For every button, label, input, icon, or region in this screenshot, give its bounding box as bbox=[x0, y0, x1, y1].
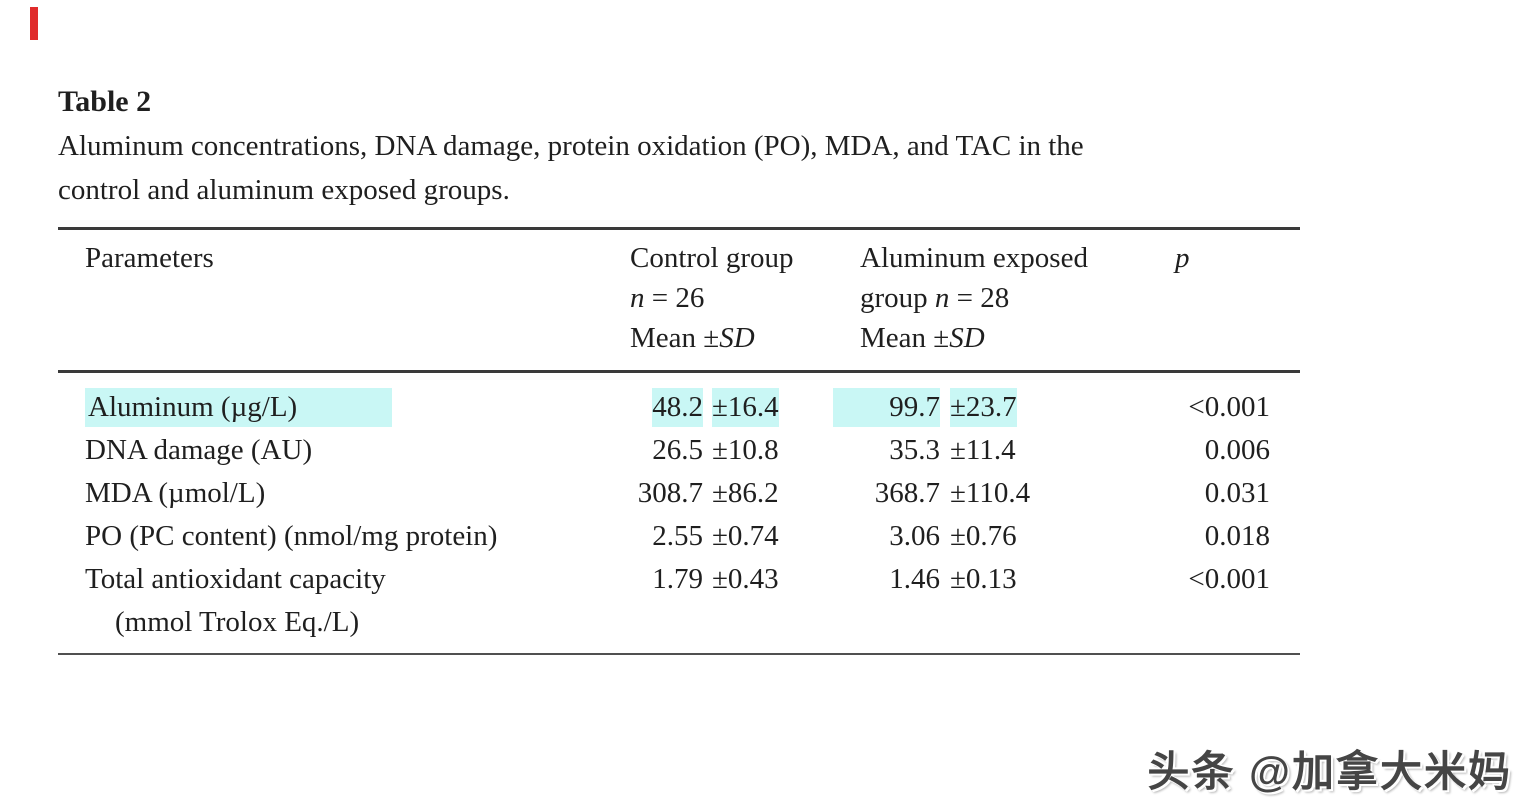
rule-top bbox=[58, 227, 1300, 230]
col-header-parameters: Parameters bbox=[85, 242, 214, 274]
table-row: Aluminum (µg/L) 48.2 ±16.4 99.7 ±23.7 <0.0… bbox=[58, 386, 1300, 429]
table-title: Table 2 bbox=[58, 85, 152, 118]
exposed-mean: 1.46 bbox=[889, 563, 940, 595]
exposed-mean: 368.7 bbox=[874, 477, 940, 509]
control-value-cell: 308.7 ±86.2 bbox=[630, 472, 860, 515]
parameter-label: Aluminum (µg/L) bbox=[85, 388, 393, 427]
p-value: 0.018 bbox=[1204, 520, 1270, 552]
col-header-p: p bbox=[1175, 242, 1190, 274]
table-row: MDA (µmol/L) 308.7 ±86.2 368.7 ±110.4 0.03… bbox=[58, 472, 1300, 515]
control-mean: 48.2 bbox=[652, 388, 703, 427]
exposed-value-cell: 35.3 ±11.4 bbox=[860, 429, 1175, 472]
exposed-sd: ±0.76 bbox=[950, 520, 1017, 552]
control-sd: ±16.4 bbox=[712, 388, 779, 427]
exposed-header-line3: Mean ±SD bbox=[860, 322, 985, 354]
control-value-cell: 2.55 ±0.74 bbox=[630, 515, 860, 558]
exposed-sd: ±0.13 bbox=[950, 563, 1017, 595]
exposed-value-cell: 3.06 ±0.76 bbox=[860, 515, 1175, 558]
control-sd: ±10.8 bbox=[712, 434, 779, 466]
p-value: 0.006 bbox=[1204, 434, 1270, 466]
control-value-cell: 26.5 ±10.8 bbox=[630, 429, 860, 472]
exposed-mean: 99.7 bbox=[833, 388, 940, 427]
exposed-header-line2: group n = 28 bbox=[860, 282, 1010, 314]
caption-line-2: control and aluminum exposed groups. bbox=[58, 174, 510, 206]
table-header-row: Parameters Control group n = 26 Mean ±SD… bbox=[58, 230, 1300, 370]
parameter-label: MDA (µmol/L) bbox=[85, 477, 266, 509]
caption-line-1: Aluminum concentrations, DNA damage, pro… bbox=[58, 130, 1084, 162]
exposed-sd: ±11.4 bbox=[950, 434, 1016, 466]
col-header-exposed: Aluminum exposed group n = 28 Mean ±SD bbox=[860, 238, 1175, 358]
p-value: <0.001 bbox=[1188, 563, 1270, 595]
p-value: 0.031 bbox=[1204, 477, 1270, 509]
parameter-label-line2: (mmol Trolox Eq./L) bbox=[115, 606, 360, 638]
table-body: Aluminum (µg/L) 48.2 ±16.4 99.7 ±23.7 <0.0… bbox=[58, 373, 1300, 653]
parameter-cell: PO (PC content) (nmol/mg protein) bbox=[58, 515, 630, 558]
exposed-mean: 35.3 bbox=[889, 434, 940, 466]
control-mean: 26.5 bbox=[652, 434, 703, 466]
watermark: 头条 @加拿大米妈 bbox=[1147, 748, 1512, 795]
control-header-line3: Mean ±SD bbox=[630, 322, 755, 354]
title-block: Table 2 Aluminum concentrations, DNA dam… bbox=[58, 80, 1308, 212]
control-sd: ±86.2 bbox=[712, 477, 779, 509]
parameter-label: DNA damage (AU) bbox=[85, 434, 313, 466]
control-header-line1: Control group bbox=[630, 242, 794, 274]
exposed-mean: 3.06 bbox=[889, 520, 940, 552]
rule-middle bbox=[58, 370, 1300, 373]
control-value-cell: 48.2 ±16.4 bbox=[630, 386, 860, 429]
exposed-sd: ±110.4 bbox=[950, 477, 1031, 509]
exposed-value-cell: 368.7 ±110.4 bbox=[860, 472, 1175, 515]
parameter-cell: MDA (µmol/L) bbox=[58, 472, 630, 515]
col-header-control: Control group n = 26 Mean ±SD bbox=[630, 238, 860, 358]
control-mean: 2.55 bbox=[652, 520, 703, 552]
control-sd: ±0.43 bbox=[712, 563, 779, 595]
exposed-sd: ±23.7 bbox=[950, 388, 1017, 427]
control-mean: 308.7 bbox=[637, 477, 703, 509]
table-row: DNA damage (AU) 26.5 ±10.8 35.3 ±11.4 0.00… bbox=[58, 429, 1300, 472]
red-marker bbox=[30, 7, 38, 40]
table-row: Total antioxidant capacity (mmol Trolox … bbox=[58, 558, 1300, 644]
control-mean: 1.79 bbox=[652, 563, 703, 595]
data-table: Parameters Control group n = 26 Mean ±SD… bbox=[58, 227, 1300, 655]
rule-bottom bbox=[58, 653, 1300, 655]
parameter-cell: Aluminum (µg/L) bbox=[58, 386, 630, 429]
parameter-label: Total antioxidant capacity bbox=[85, 563, 386, 595]
control-sd: ±0.74 bbox=[712, 520, 779, 552]
control-header-line2: n = 26 bbox=[630, 282, 705, 314]
parameter-cell: DNA damage (AU) bbox=[58, 429, 630, 472]
table-row: PO (PC content) (nmol/mg protein) 2.55 ±0… bbox=[58, 515, 1300, 558]
parameter-label: PO (PC content) (nmol/mg protein) bbox=[85, 520, 498, 552]
parameter-cell: Total antioxidant capacity (mmol Trolox … bbox=[58, 558, 630, 644]
table-caption: Aluminum concentrations, DNA damage, pro… bbox=[58, 124, 1308, 212]
exposed-value-cell: 1.46 ±0.13 bbox=[860, 558, 1175, 644]
exposed-header-line1: Aluminum exposed bbox=[860, 242, 1088, 274]
p-value: <0.001 bbox=[1188, 391, 1270, 423]
exposed-value-cell: 99.7 ±23.7 bbox=[833, 386, 1175, 429]
control-value-cell: 1.79 ±0.43 bbox=[630, 558, 860, 644]
